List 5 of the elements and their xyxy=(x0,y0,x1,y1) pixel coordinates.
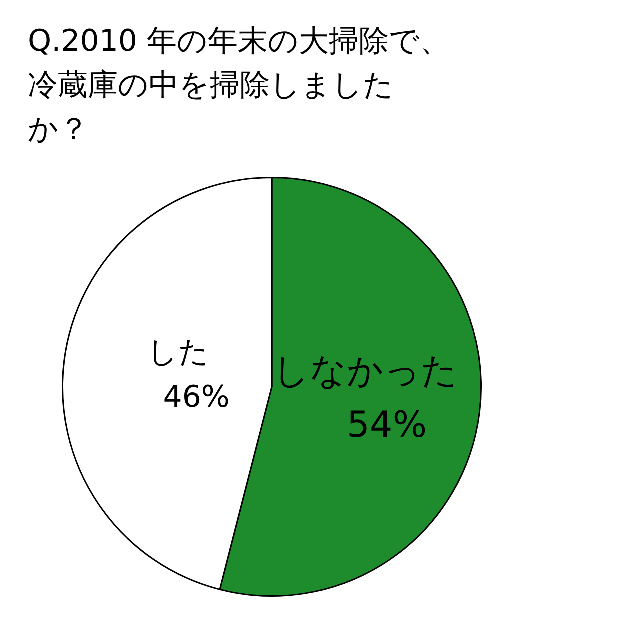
data-label: 46% xyxy=(163,380,230,415)
chart-title: Q.2010 年の年末の大掃除で、冷蔵庫の中を掃除しましたか？ xyxy=(27,23,452,149)
slice-label: しなかった xyxy=(272,350,458,392)
data-label: 54% xyxy=(347,404,428,446)
slice-label: した xyxy=(148,334,210,370)
